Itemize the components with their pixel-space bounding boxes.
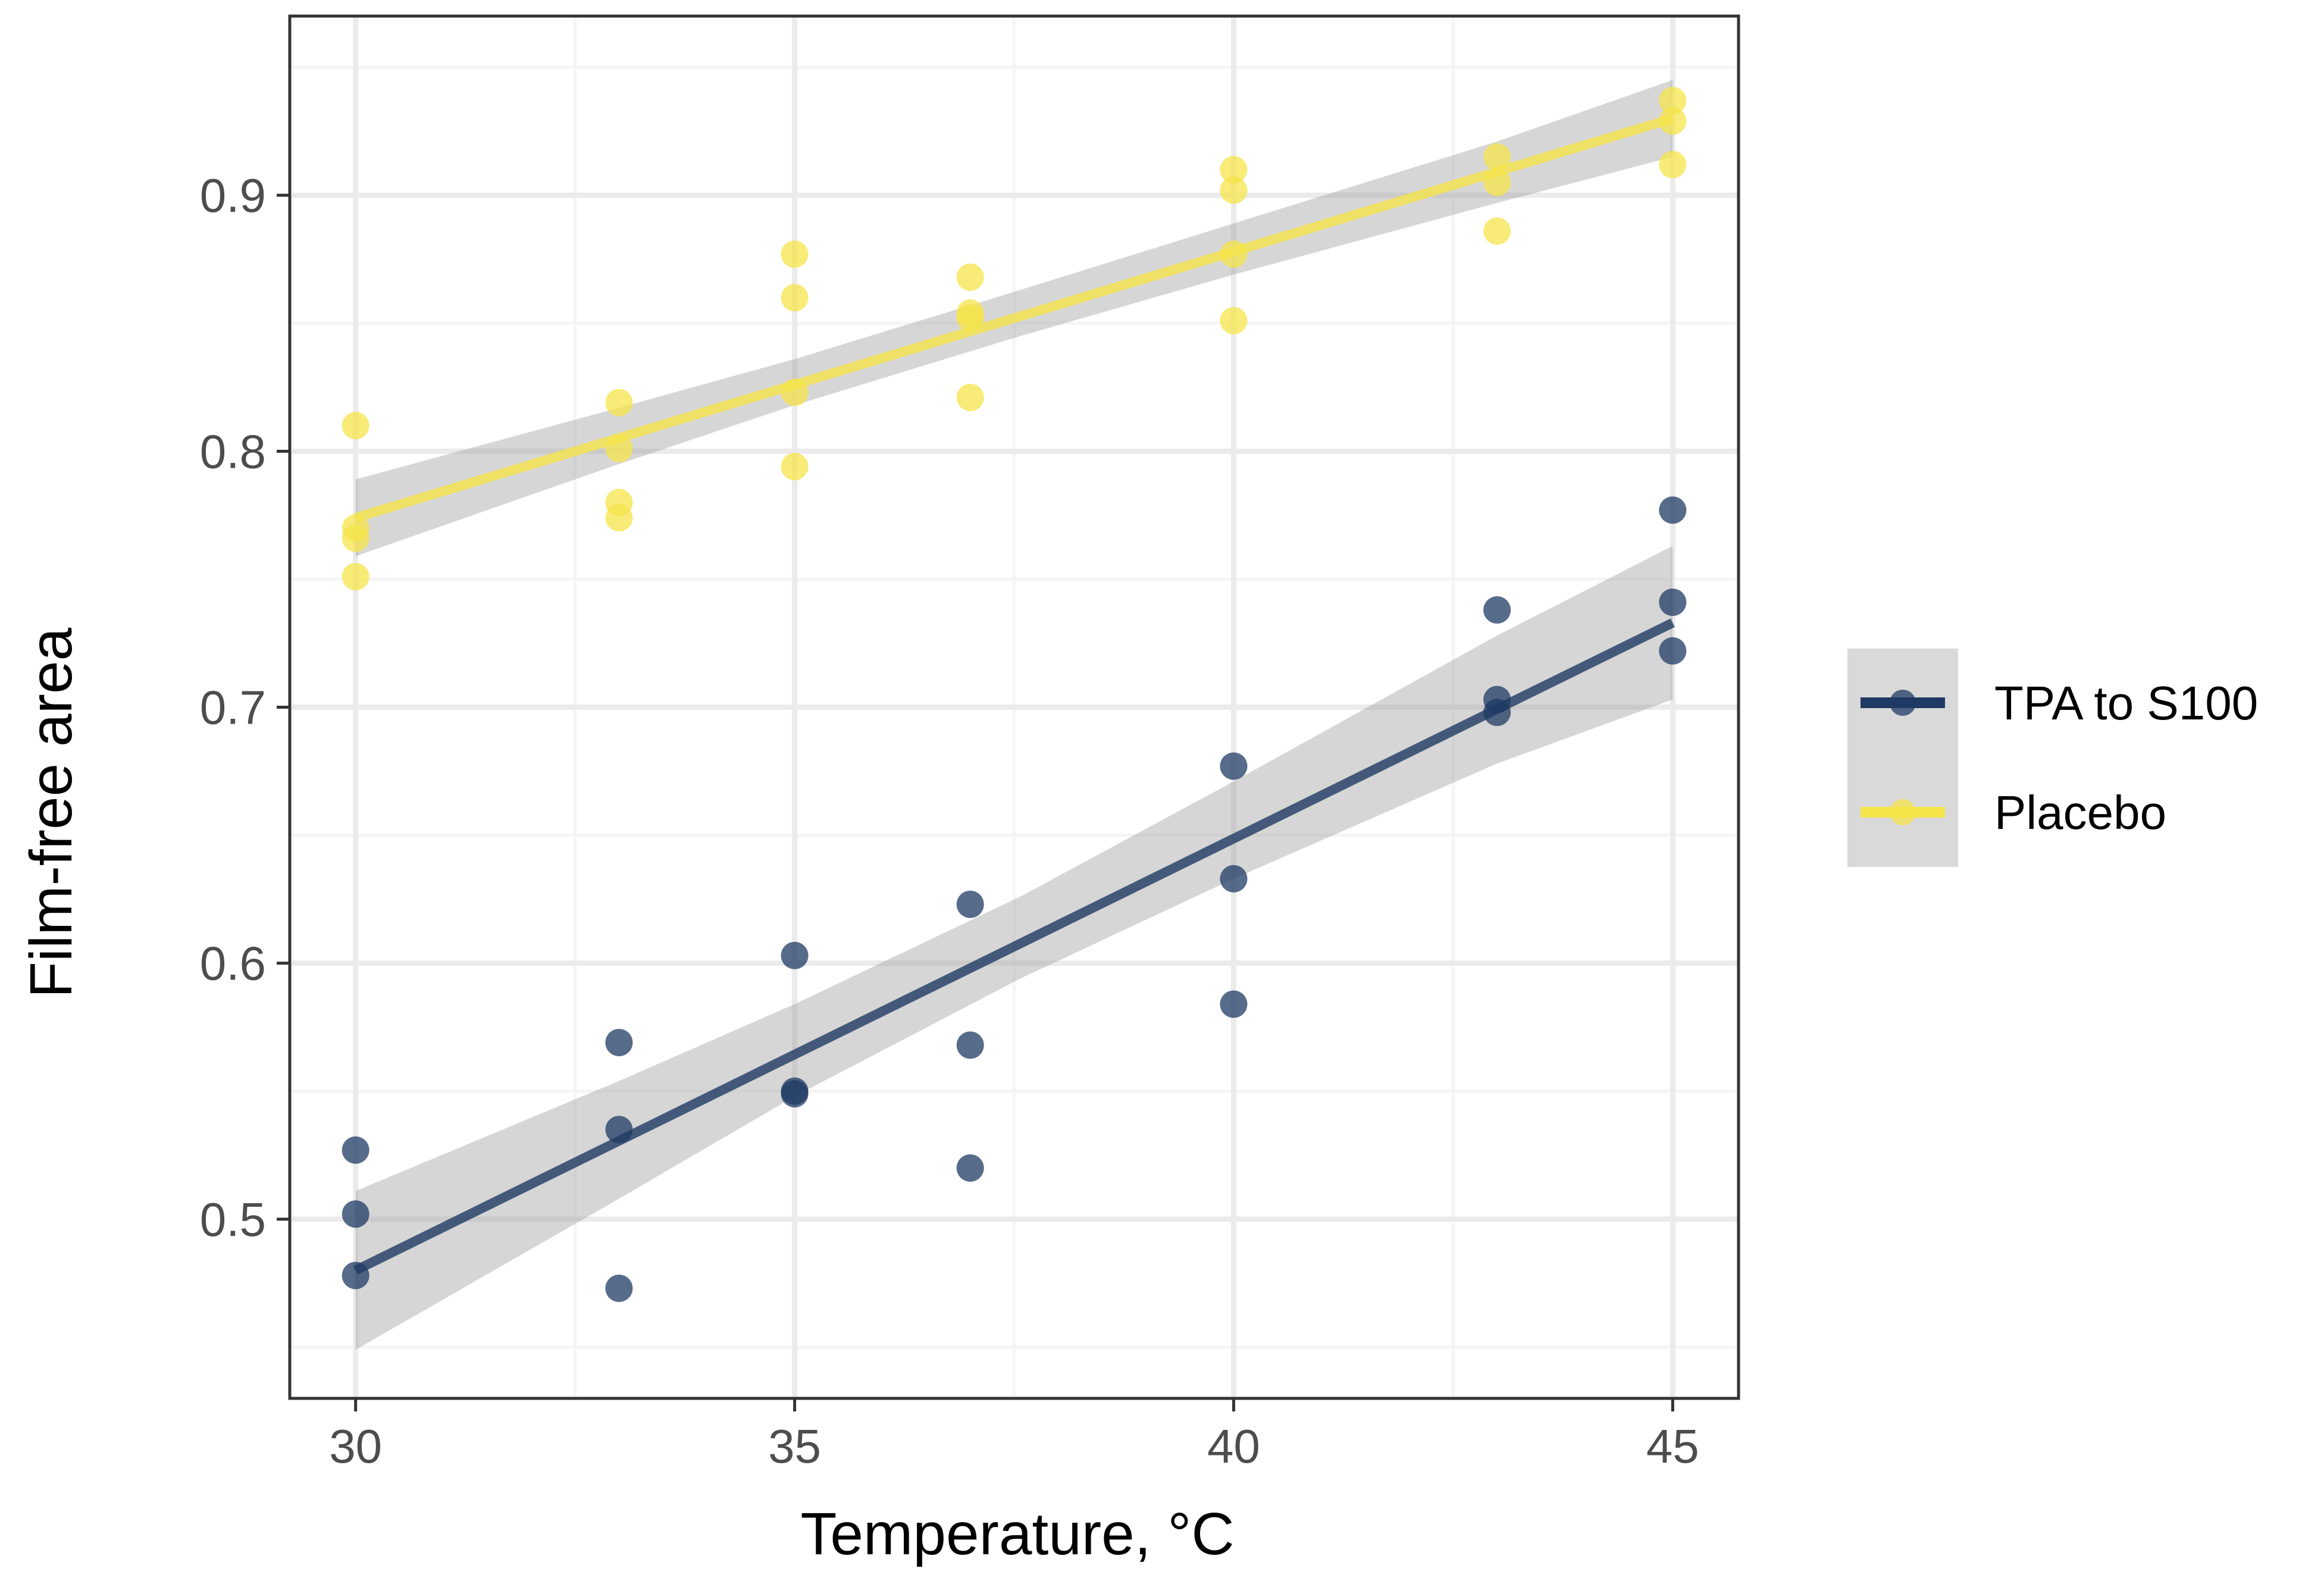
data-point-placebo	[956, 383, 984, 411]
data-point-placebo	[1659, 86, 1687, 114]
data-point-placebo	[342, 524, 369, 552]
x-tick-label: 45	[1646, 1420, 1699, 1473]
y-tick-label: 0.8	[200, 425, 266, 478]
legend-label-placebo: Placebo	[1994, 786, 2166, 839]
data-point-tpa-to-s100	[342, 1200, 369, 1228]
data-point-placebo	[1220, 240, 1248, 268]
data-point-tpa-to-s100	[1659, 637, 1687, 665]
data-point-placebo	[342, 412, 369, 440]
data-point-tpa-to-s100	[956, 890, 984, 918]
data-point-tpa-to-s100	[1659, 589, 1687, 616]
data-point-tpa-to-s100	[956, 1031, 984, 1059]
data-point-placebo	[605, 435, 633, 463]
y-tick-labels: 0.5 0.6 0.7 0.8 0.9	[200, 169, 266, 1246]
x-tick-label: 40	[1207, 1420, 1260, 1473]
data-point-tpa-to-s100	[605, 1116, 633, 1144]
data-point-placebo	[781, 378, 809, 406]
data-point-tpa-to-s100	[605, 1029, 633, 1057]
data-point-placebo	[1659, 107, 1687, 135]
legend-point-tpa-to-s100	[1890, 690, 1916, 716]
axis-ticks	[277, 193, 1674, 1411]
regression-lines	[353, 114, 1675, 1275]
data-point-tpa-to-s100	[605, 1275, 633, 1303]
fit-line-tpa-to-s100	[353, 618, 1675, 1275]
legend-point-placebo	[1890, 799, 1916, 825]
legend: TPA to S100 Placebo	[1847, 649, 2258, 867]
data-point-tpa-to-s100	[956, 1154, 984, 1182]
data-point-placebo	[956, 263, 984, 291]
data-point-placebo	[1659, 151, 1687, 179]
legend-label-tpa-to-s100: TPA to S100	[1994, 677, 2258, 730]
data-point-placebo	[1220, 156, 1248, 184]
x-tick-label: 35	[768, 1420, 821, 1473]
data-point-tpa-to-s100	[1220, 752, 1248, 780]
data-point-tpa-to-s100	[1220, 865, 1248, 893]
data-point-placebo	[781, 453, 809, 481]
data-point-placebo	[781, 284, 809, 312]
data-point-placebo	[605, 389, 633, 417]
data-point-placebo	[1483, 217, 1511, 245]
y-tick-label: 0.7	[200, 681, 266, 734]
y-tick-label: 0.6	[200, 937, 266, 990]
data-point-tpa-to-s100	[1659, 496, 1687, 524]
data-point-placebo	[1220, 176, 1248, 204]
data-point-placebo	[342, 563, 369, 591]
x-axis-title: Temperature, °C	[800, 1501, 1234, 1567]
data-point-tpa-to-s100	[1483, 699, 1511, 727]
data-point-placebo	[605, 504, 633, 532]
data-point-tpa-to-s100	[342, 1136, 369, 1164]
data-point-tpa-to-s100	[781, 941, 809, 969]
fit-line-placebo	[354, 114, 1674, 522]
data-point-placebo	[781, 240, 809, 268]
x-tick-label: 30	[329, 1420, 382, 1473]
data-point-tpa-to-s100	[1483, 596, 1511, 624]
data-point-placebo	[1483, 143, 1511, 171]
data-point-tpa-to-s100	[342, 1262, 369, 1289]
x-tick-labels: 30 35 40 45	[329, 1420, 1699, 1473]
y-tick-label: 0.9	[200, 169, 266, 222]
data-point-placebo	[956, 304, 984, 332]
data-point-tpa-to-s100	[1220, 990, 1248, 1018]
data-points	[342, 86, 1687, 1303]
y-tick-label: 0.5	[200, 1193, 266, 1246]
y-axis-title: Film-free area	[18, 627, 84, 998]
data-point-tpa-to-s100	[781, 1077, 809, 1105]
data-point-placebo	[1220, 306, 1248, 334]
data-point-placebo	[1483, 168, 1511, 196]
